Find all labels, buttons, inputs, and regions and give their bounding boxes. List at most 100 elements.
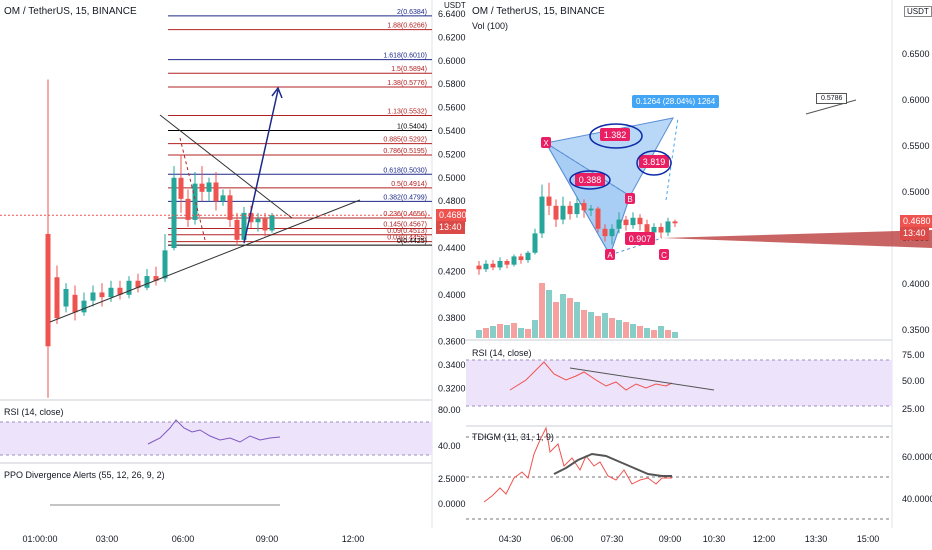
candle-body xyxy=(497,261,503,268)
left-y-tick-label: 0.6000 xyxy=(438,56,466,66)
right-price-tag: 0.4680 xyxy=(900,215,932,228)
right-y-tick-label: 0.6500 xyxy=(902,49,930,59)
left-x-tick-label: 01:00:00 xyxy=(22,534,57,544)
right-rsi-label[interactable]: RSI (14, close) xyxy=(472,348,532,358)
candle-body xyxy=(185,198,191,220)
candle-body xyxy=(476,265,482,270)
left-x-tick-label: 06:00 xyxy=(172,534,195,544)
volume-bar xyxy=(532,320,538,338)
fib-level-label: 1.38(0.5776) xyxy=(387,80,427,87)
right-x-tick-label: 04:30 xyxy=(499,534,522,544)
volume-bar xyxy=(644,328,650,338)
candle-body xyxy=(108,287,114,298)
pattern-point-marker xyxy=(659,249,669,260)
fib-level-label: 1.5(0.5894) xyxy=(391,66,427,73)
ratio-label-box xyxy=(600,128,630,141)
left-ppo-tick-label: 2.5000 xyxy=(438,474,466,484)
candle-body xyxy=(144,276,150,288)
fib-level-label: 0.786(0.5195) xyxy=(383,148,427,155)
right-tdigm-tick-label: 60.0000 xyxy=(902,452,932,462)
right-price-tag-time: 13:40 xyxy=(900,227,929,240)
candle-body xyxy=(504,261,510,265)
candle-body xyxy=(658,226,664,233)
left-x-tick-label: 09:00 xyxy=(256,534,279,544)
volume-bar xyxy=(651,330,657,338)
right-x-tick-label: 12:00 xyxy=(753,534,776,544)
candle-body xyxy=(665,221,671,233)
left-symbol-title[interactable]: OM / TetherUS, 15, BINANCE xyxy=(4,6,137,17)
left-chart-canvas[interactable]: 6.6400 0.6200 0.6000 0.5800 0.5600 0.5400 0.52… xyxy=(0,0,466,550)
left-rsi-label[interactable]: RSI (14, close) xyxy=(4,407,64,417)
ratio-label-box xyxy=(639,155,669,168)
target-wedge xyxy=(662,230,932,248)
fib-level-label: 0.5(0.4914) xyxy=(391,181,427,188)
volume-bar xyxy=(616,320,622,338)
volume-bar xyxy=(560,294,566,338)
left-ppo-tick-label: 0.0000 xyxy=(438,499,466,509)
candle-body xyxy=(227,195,233,220)
right-chart-pane[interactable]: 0.65000.60000.55000.50000.45000.40000.35… xyxy=(466,0,932,550)
left-y-tick-label: 0.4400 xyxy=(438,243,466,253)
right-x-tick-label: 06:00 xyxy=(551,534,574,544)
candle-body xyxy=(623,219,629,226)
candle-body xyxy=(63,288,69,307)
left-y-tick-label: 0.6200 xyxy=(438,32,466,42)
volume-bar xyxy=(546,290,552,338)
volume-bar xyxy=(588,312,594,338)
volume-bar xyxy=(658,326,664,338)
measure-tool-label[interactable]: 0.1264 (28.04%) 1264 xyxy=(632,95,720,108)
candle-body xyxy=(162,250,168,279)
candle-body xyxy=(581,203,587,211)
left-y-tick-label: 6.6400 xyxy=(438,9,466,19)
left-ppo-label[interactable]: PPO Divergence Alerts (55, 12, 26, 9, 2) xyxy=(4,470,165,480)
right-currency-label[interactable]: USDT xyxy=(904,6,932,17)
ratio-label: 3.819 xyxy=(643,157,666,167)
candle-body xyxy=(525,252,531,261)
candle-body xyxy=(234,219,240,240)
candle-body xyxy=(248,212,254,223)
candle-body xyxy=(206,182,212,192)
pattern-point-label: X xyxy=(543,139,549,148)
highlight-ellipse xyxy=(636,150,672,176)
left-y-tick-label: 0.5000 xyxy=(438,173,466,183)
right-rsi-tick-label: 75.00 xyxy=(902,350,925,360)
candle-body xyxy=(602,228,608,237)
candle-body xyxy=(99,292,105,298)
pattern-point-marker xyxy=(605,249,615,260)
fib-level-label: 1.88(0.6266) xyxy=(387,23,427,30)
arrow-head-icon xyxy=(271,86,283,99)
fib-level-label: 0.236(0.4656) xyxy=(383,211,427,218)
right-tdigm-label[interactable]: TDIGM (11, 31, 1, 9) xyxy=(472,432,554,442)
fib-level-label: 1.13(0.5532) xyxy=(387,109,427,116)
pattern-point-marker xyxy=(541,137,551,148)
right-rsi-tick-label: 25.00 xyxy=(902,404,925,414)
candle-body xyxy=(126,280,132,295)
fib-level-label: 0.382(0.4799) xyxy=(383,194,427,201)
pattern-point-label: C xyxy=(661,251,667,260)
volume-bar xyxy=(490,326,496,338)
right-vol-label[interactable]: Vol (100) xyxy=(472,21,509,31)
left-x-tick-label: 12:00 xyxy=(342,534,365,544)
left-y-tick-label: 0.5200 xyxy=(438,149,466,159)
candle-body xyxy=(630,217,636,226)
ratio-label: 1.382 xyxy=(604,130,627,140)
candle-body xyxy=(117,287,123,295)
price-callout[interactable]: 0.5786 xyxy=(816,93,848,104)
volume-bar xyxy=(665,330,671,338)
right-symbol-title[interactable]: OM / TetherUS, 15, BINANCE xyxy=(472,6,605,17)
right-chart-canvas[interactable]: 0.65000.60000.55000.50000.45000.40000.35… xyxy=(466,0,932,550)
volume-bar xyxy=(497,324,503,338)
candle-body xyxy=(241,212,247,240)
fib-level-label: 1.618(0.6010) xyxy=(383,53,427,60)
right-y-tick-label: 0.5000 xyxy=(902,187,930,197)
pattern-point-label: A xyxy=(607,251,613,260)
left-y-tick-label: 0.3400 xyxy=(438,360,466,370)
volume-bar xyxy=(511,323,517,338)
left-chart-pane[interactable]: 6.6400 0.6200 0.6000 0.5800 0.5600 0.5400 0.52… xyxy=(0,0,466,550)
left-y-tick-label: 0.5400 xyxy=(438,126,466,136)
candle-body xyxy=(72,294,78,313)
candle-body xyxy=(192,183,198,220)
left-rsi-tick-label: 40.00 xyxy=(438,441,461,451)
volume-bar xyxy=(602,313,608,338)
left-rsi-tick-label: 80.00 xyxy=(438,405,461,415)
